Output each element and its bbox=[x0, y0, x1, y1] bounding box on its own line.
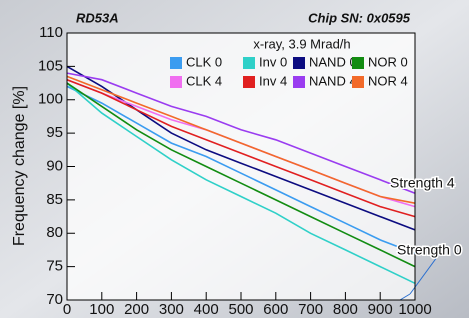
chart: RD53A Chip SN: 0x0595 x-ray, 3.9 Mrad/h … bbox=[0, 0, 469, 318]
legend-label: NAND 0 bbox=[309, 54, 357, 69]
legend-swatch bbox=[352, 57, 364, 69]
legend-swatch bbox=[352, 76, 364, 88]
legend-swatch bbox=[293, 57, 305, 69]
x-tick-label: 700 bbox=[298, 301, 323, 318]
y-tick-label: 110 bbox=[39, 24, 63, 41]
chart-subtitle: Chip SN: 0x0595 bbox=[308, 10, 411, 25]
x-tick-label: 500 bbox=[228, 301, 253, 318]
legend-swatch bbox=[170, 76, 182, 88]
plot-area bbox=[67, 33, 415, 300]
chart-title: RD53A bbox=[76, 10, 119, 25]
x-tick-label: 1000 bbox=[398, 301, 431, 318]
legend-swatch bbox=[293, 76, 305, 88]
y-tick-label: 105 bbox=[38, 57, 63, 74]
legend-label: NOR 4 bbox=[368, 73, 408, 88]
y-tick-label: 85 bbox=[46, 191, 63, 208]
annotation: Strength 4 bbox=[390, 175, 455, 191]
x-tick-label: 300 bbox=[159, 301, 184, 318]
y-tick-label: 90 bbox=[46, 157, 63, 174]
legend-swatch bbox=[243, 76, 255, 88]
x-tick-label: 400 bbox=[194, 301, 219, 318]
y-tick-label: 100 bbox=[38, 91, 63, 108]
y-tick-label: 80 bbox=[46, 224, 63, 241]
y-tick-label: 95 bbox=[46, 124, 63, 141]
y-tick-label: 70 bbox=[46, 291, 63, 308]
x-tick-label: 200 bbox=[124, 301, 149, 318]
legend-label: Inv 4 bbox=[259, 73, 287, 88]
annotation: Strength 0 bbox=[397, 242, 462, 258]
y-axis-label: Frequency change [%] bbox=[11, 86, 28, 246]
legend-title: x-ray, 3.9 Mrad/h bbox=[253, 36, 350, 51]
x-tick-label: 600 bbox=[263, 301, 288, 318]
legend-swatch bbox=[170, 57, 182, 69]
legend-label: CLK 4 bbox=[186, 73, 222, 88]
y-tick-label: 75 bbox=[46, 258, 63, 275]
legend-swatch bbox=[243, 57, 255, 69]
legend-label: Inv 0 bbox=[259, 54, 287, 69]
x-tick-label: 800 bbox=[333, 301, 358, 318]
legend-label: CLK 0 bbox=[186, 54, 222, 69]
legend-label: NAND 4 bbox=[309, 73, 357, 88]
x-tick-label: 900 bbox=[368, 301, 393, 318]
x-tick-label: 100 bbox=[89, 301, 114, 318]
legend-label: NOR 0 bbox=[368, 54, 408, 69]
x-tick-label: 0 bbox=[63, 301, 71, 318]
